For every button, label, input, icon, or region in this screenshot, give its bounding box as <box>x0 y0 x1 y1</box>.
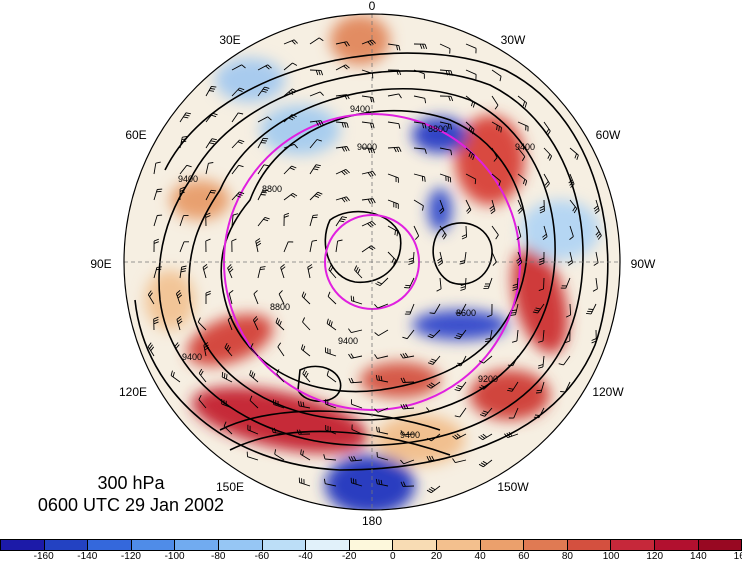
pressure-level-title: 300 hPa <box>0 472 262 494</box>
colorbar-bin <box>45 539 89 551</box>
colorbar <box>0 539 742 551</box>
contour-label: 9400 <box>400 430 420 440</box>
title-block: 300 hPa 0600 UTC 29 Jan 2002 <box>0 472 262 516</box>
contour-label: 9400 <box>338 336 358 346</box>
colorbar-bin <box>219 539 263 551</box>
colorbar-bin <box>0 539 45 551</box>
colorbar-bin <box>88 539 132 551</box>
colorbar-bin <box>699 539 742 551</box>
colorbar-bin <box>393 539 437 551</box>
lon-label-60e: 60E <box>125 129 146 141</box>
lon-label-0: 0 <box>369 0 376 12</box>
lon-label-120w: 120W <box>592 386 623 398</box>
colorbar-bin <box>655 539 699 551</box>
colorbar-bin <box>437 539 481 551</box>
colorbar-bin <box>524 539 568 551</box>
contour-label: 9400 <box>182 352 202 362</box>
lon-label-180: 180 <box>362 515 382 527</box>
colorbar-bin <box>263 539 307 551</box>
contour-label: 8800 <box>270 302 290 312</box>
contour-label: 9400 <box>350 104 370 114</box>
lon-label-60w: 60W <box>596 129 621 141</box>
lon-label-30w: 30W <box>501 34 526 46</box>
colorbar-bin <box>306 539 350 551</box>
colorbar-bin <box>175 539 219 551</box>
datetime-title: 0600 UTC 29 Jan 2002 <box>0 494 262 516</box>
lon-label-30e: 30E <box>219 34 240 46</box>
colorbar-bin <box>568 539 612 551</box>
contour-label: 9000 <box>357 142 377 152</box>
lon-label-150w: 150W <box>497 481 528 493</box>
contour-label: 9400 <box>178 174 198 184</box>
lon-label-90e: 90E <box>90 258 111 270</box>
contour-label: 8800 <box>428 124 448 134</box>
colorbar-bin <box>611 539 655 551</box>
contour-label: 8600 <box>456 308 476 318</box>
colorbar-bin <box>350 539 394 551</box>
colorbar-bin <box>481 539 525 551</box>
lon-label-120e: 120E <box>119 386 147 398</box>
contour-label: 9400 <box>515 142 535 152</box>
lon-label-90w: 90W <box>631 258 656 270</box>
colorbar-bin <box>132 539 176 551</box>
contour-label: 9200 <box>478 374 498 384</box>
contour-label: 8800 <box>262 184 282 194</box>
